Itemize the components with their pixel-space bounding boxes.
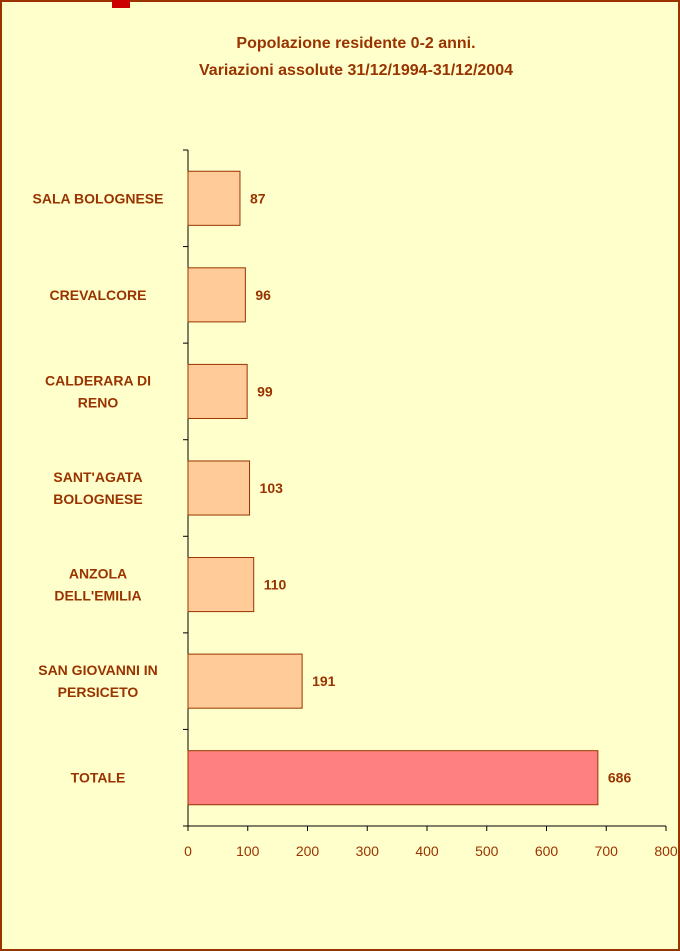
bar	[187, 267, 246, 323]
x-tick-label: 500	[475, 843, 499, 859]
bar	[187, 460, 251, 516]
corner-marker	[112, 0, 130, 8]
x-tick-label: 100	[236, 843, 260, 859]
x-tick-label: 700	[595, 843, 619, 859]
bar	[187, 363, 248, 419]
y-tick-label: ANZOLA DELL'EMILIA	[54, 566, 141, 604]
y-tick-label: SANT'AGATA BOLOGNESE	[53, 469, 142, 507]
y-tick-label: TOTALE	[71, 770, 126, 786]
x-tick-label: 400	[415, 843, 439, 859]
bar	[187, 653, 303, 709]
y-tick-label: SALA BOLOGNESE	[33, 190, 164, 206]
x-tick-label: 0	[184, 843, 192, 859]
bar	[187, 170, 241, 226]
value-label: 96	[255, 287, 271, 303]
chart-subtitle: Variazioni assolute 31/12/1994-31/12/200…	[199, 62, 513, 79]
y-tick-label: SAN GIOVANNI IN PERSICETO	[38, 662, 158, 700]
x-tick-label: 200	[296, 843, 320, 859]
chart-title: Popolazione residente 0-2 anni.	[236, 35, 475, 52]
y-tick-label: CALDERARA DI RENO	[45, 372, 151, 410]
value-label: 103	[260, 480, 284, 496]
y-tick-label: CREVALCORE	[50, 287, 147, 303]
x-tick-label: 600	[535, 843, 559, 859]
bar	[187, 750, 599, 806]
value-label: 110	[264, 577, 287, 593]
value-label: 191	[312, 673, 336, 689]
value-label: 686	[608, 770, 632, 786]
x-tick-label: 800	[654, 843, 678, 859]
x-tick-label: 300	[356, 843, 380, 859]
bar	[187, 557, 255, 613]
value-label: 87	[250, 190, 266, 206]
value-label: 99	[257, 383, 273, 399]
